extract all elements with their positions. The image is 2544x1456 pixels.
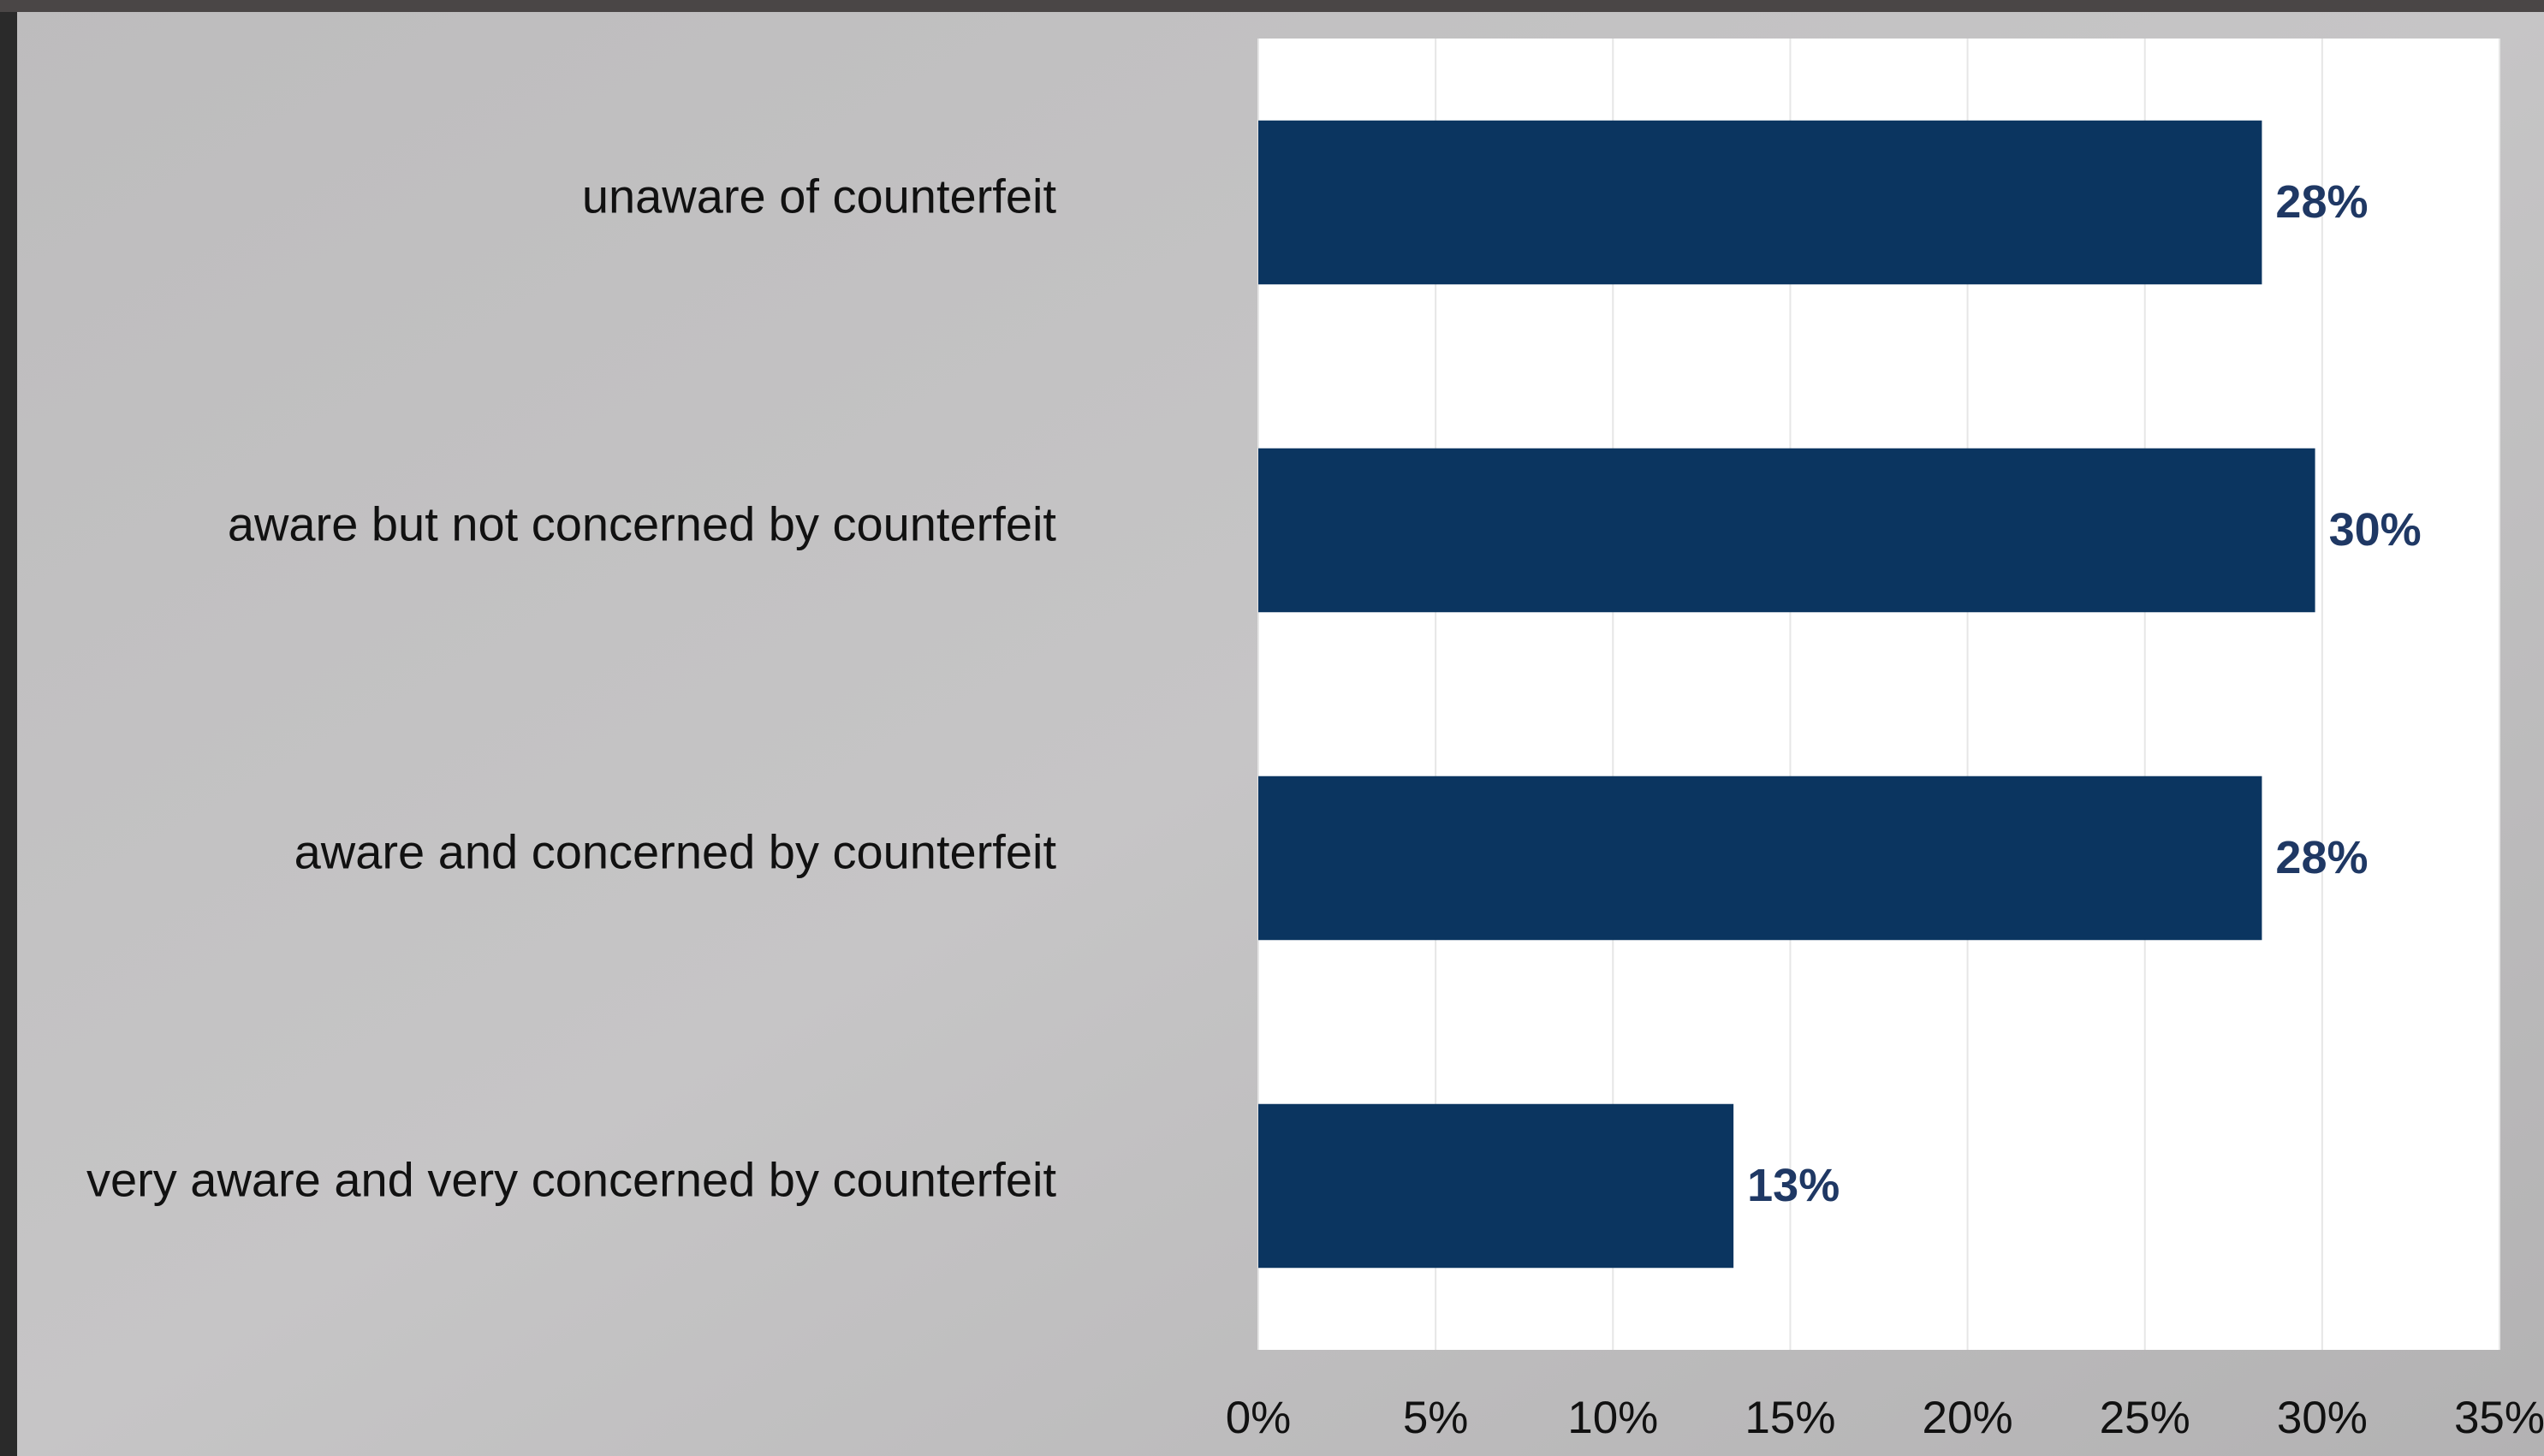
bar: [1258, 1103, 1734, 1269]
left-edge: [0, 0, 17, 1456]
bar: [1258, 120, 2262, 285]
x-tick-label: 15%: [1745, 1393, 1835, 1443]
y-tick-label: very aware and very concerned by counter…: [86, 1152, 1056, 1206]
value-label: 28%: [2275, 176, 2368, 228]
value-label: 13%: [1747, 1160, 1840, 1211]
x-tick-label: 25%: [2100, 1393, 2190, 1443]
x-tick-label: 0%: [1226, 1393, 1292, 1443]
x-tick-label: 35%: [2454, 1393, 2544, 1443]
bar: [1258, 776, 2262, 941]
value-label: 28%: [2275, 832, 2368, 883]
y-tick-label: aware and concerned by counterfeit: [294, 824, 1057, 878]
x-tick-label: 5%: [1403, 1393, 1469, 1443]
x-tick-label: 20%: [1923, 1393, 2013, 1443]
x-tick-label: 30%: [2277, 1393, 2368, 1443]
x-tick-label: 10%: [1567, 1393, 1658, 1443]
top-edge: [0, 0, 2544, 12]
value-label: 30%: [2329, 504, 2422, 556]
y-tick-label: aware but not concerned by counterfeit: [228, 496, 1057, 550]
bar: [1258, 448, 2315, 613]
y-tick-label: unaware of counterfeit: [582, 169, 1057, 223]
